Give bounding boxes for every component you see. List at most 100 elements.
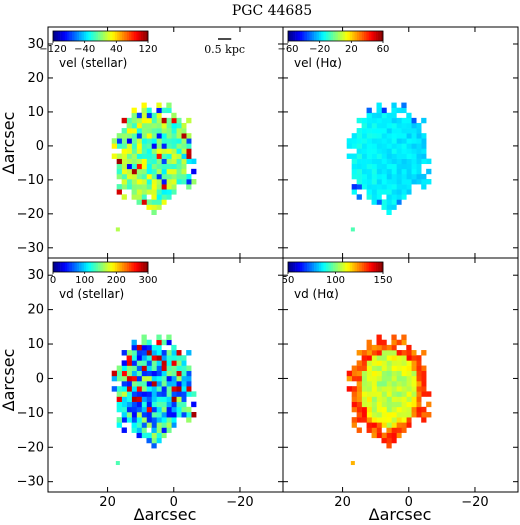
spaxel xyxy=(421,148,427,154)
spaxel xyxy=(126,370,132,377)
spaxel xyxy=(421,173,427,180)
spaxel xyxy=(391,117,397,124)
spaxel xyxy=(121,401,127,408)
spaxel xyxy=(136,406,142,413)
spaxel xyxy=(366,117,372,124)
spaxel xyxy=(161,391,167,397)
colorbar-segment xyxy=(67,31,70,41)
spaxel xyxy=(391,432,397,439)
spaxel xyxy=(411,360,417,366)
spaxel xyxy=(181,401,187,408)
spaxel xyxy=(156,143,162,149)
spaxel xyxy=(121,360,127,366)
spaxel xyxy=(391,133,397,139)
colorbar-segment xyxy=(114,31,118,41)
spaxel xyxy=(371,122,377,129)
spaxel xyxy=(361,396,367,402)
spaxel xyxy=(161,163,167,170)
colorbar-segment xyxy=(69,31,73,41)
spaxel xyxy=(141,334,147,341)
spaxel xyxy=(131,360,137,366)
spaxel xyxy=(136,199,142,205)
spaxel xyxy=(411,370,417,377)
spaxel xyxy=(396,194,402,200)
spaxel xyxy=(396,422,402,428)
spaxel xyxy=(151,381,157,387)
spaxel xyxy=(391,350,397,356)
spaxel xyxy=(166,360,172,366)
spaxel xyxy=(176,375,182,382)
spaxel xyxy=(366,401,372,408)
colorbar-segment xyxy=(314,262,317,272)
spaxel xyxy=(131,143,137,149)
colorbar-segment xyxy=(76,31,80,41)
spaxel xyxy=(366,148,372,154)
spaxel xyxy=(156,138,162,144)
spaxel xyxy=(406,163,412,170)
spaxel-map xyxy=(111,102,197,232)
spaxel xyxy=(381,168,387,175)
spaxel xyxy=(416,173,422,180)
colorbar-segment xyxy=(131,262,135,272)
spaxel xyxy=(191,179,197,185)
spaxel xyxy=(156,370,162,377)
spaxel xyxy=(161,107,167,114)
spaxel xyxy=(166,411,172,418)
spaxel xyxy=(171,117,177,124)
spaxel xyxy=(396,401,402,408)
spaxel xyxy=(181,391,187,397)
spaxel xyxy=(406,168,412,175)
colorbar-segment xyxy=(110,31,113,41)
spaxel xyxy=(396,179,402,185)
colorbar-segment xyxy=(88,31,92,41)
spaxel xyxy=(351,401,357,408)
spaxel xyxy=(156,411,162,418)
spaxel xyxy=(171,148,177,154)
colorbar-segment xyxy=(342,262,346,272)
colorbar-segment xyxy=(359,31,362,41)
spaxel xyxy=(171,128,177,134)
spaxel xyxy=(156,417,162,423)
spaxel xyxy=(186,411,192,418)
spaxel xyxy=(156,122,162,129)
spaxel xyxy=(396,199,402,205)
spaxel xyxy=(371,391,377,397)
spaxel xyxy=(351,375,357,382)
spaxel xyxy=(411,179,417,185)
spaxel xyxy=(161,427,167,433)
spaxel xyxy=(171,168,177,175)
y-tick-label: 30 xyxy=(27,37,44,52)
spaxel xyxy=(386,189,392,195)
colorbar-segment xyxy=(311,31,315,41)
spaxel xyxy=(176,370,182,377)
spaxel xyxy=(146,143,152,149)
spaxel xyxy=(141,199,147,205)
spaxel xyxy=(151,365,157,371)
spaxel xyxy=(351,386,357,392)
colorbar-tick-label: 0 xyxy=(50,275,56,286)
colorbar-segment xyxy=(292,31,296,41)
spaxel xyxy=(181,370,187,377)
spaxel xyxy=(406,411,412,418)
spaxel xyxy=(161,365,167,371)
colorbar-segment xyxy=(342,31,346,41)
spaxel xyxy=(396,427,402,433)
spaxel xyxy=(366,107,372,114)
spaxel xyxy=(146,163,152,170)
spaxel xyxy=(156,179,162,185)
spaxel xyxy=(381,133,387,139)
colorbar-segment xyxy=(60,31,63,41)
spaxel xyxy=(406,173,412,180)
spaxel xyxy=(126,179,132,185)
spaxel xyxy=(421,386,427,392)
spaxel xyxy=(351,422,357,428)
spaxel xyxy=(151,153,157,159)
colorbar-segment xyxy=(74,262,78,272)
spaxel xyxy=(136,401,142,408)
spaxel xyxy=(151,396,157,402)
colorbar-segment xyxy=(119,31,123,41)
spaxel xyxy=(131,153,137,159)
colorbar-segment xyxy=(378,31,381,41)
spaxel xyxy=(156,184,162,190)
spaxel xyxy=(136,344,142,351)
